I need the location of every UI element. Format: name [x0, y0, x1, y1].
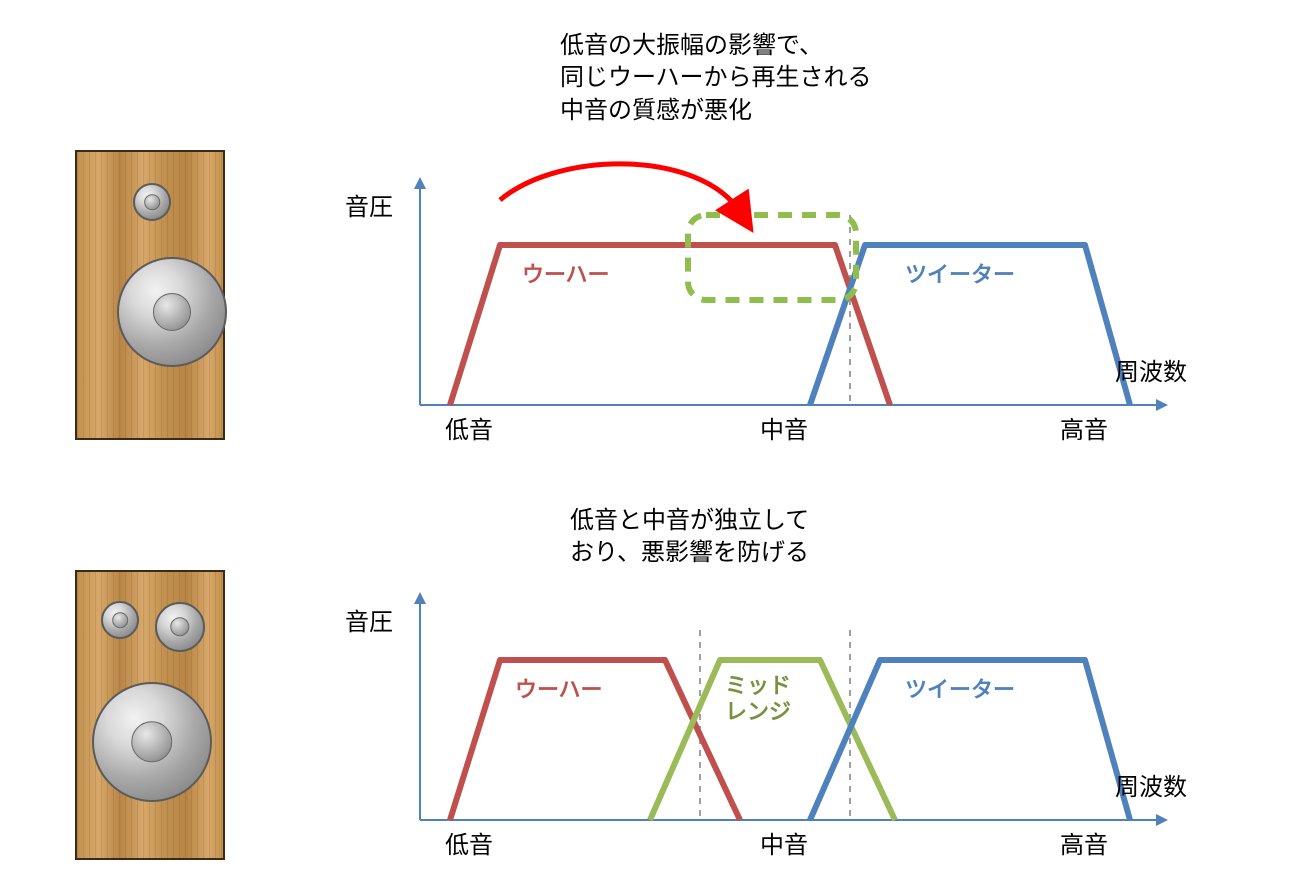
bottom-chart: ウーハー ミッドレンジ ツイーター 音圧 周波数 低音 中音 高音: [0, 0, 1307, 879]
tick-high: 高音: [1060, 832, 1108, 859]
y-axis-label: 音圧: [345, 609, 393, 636]
midrange-label: ミッドレンジ: [725, 673, 791, 724]
tick-low: 低音: [445, 832, 493, 859]
tweeter-label: ツイーター: [905, 677, 1015, 702]
tick-mid: 中音: [760, 832, 808, 859]
woofer-label: ウーハー: [515, 677, 603, 702]
x-axis-label: 周波数: [1115, 774, 1187, 801]
